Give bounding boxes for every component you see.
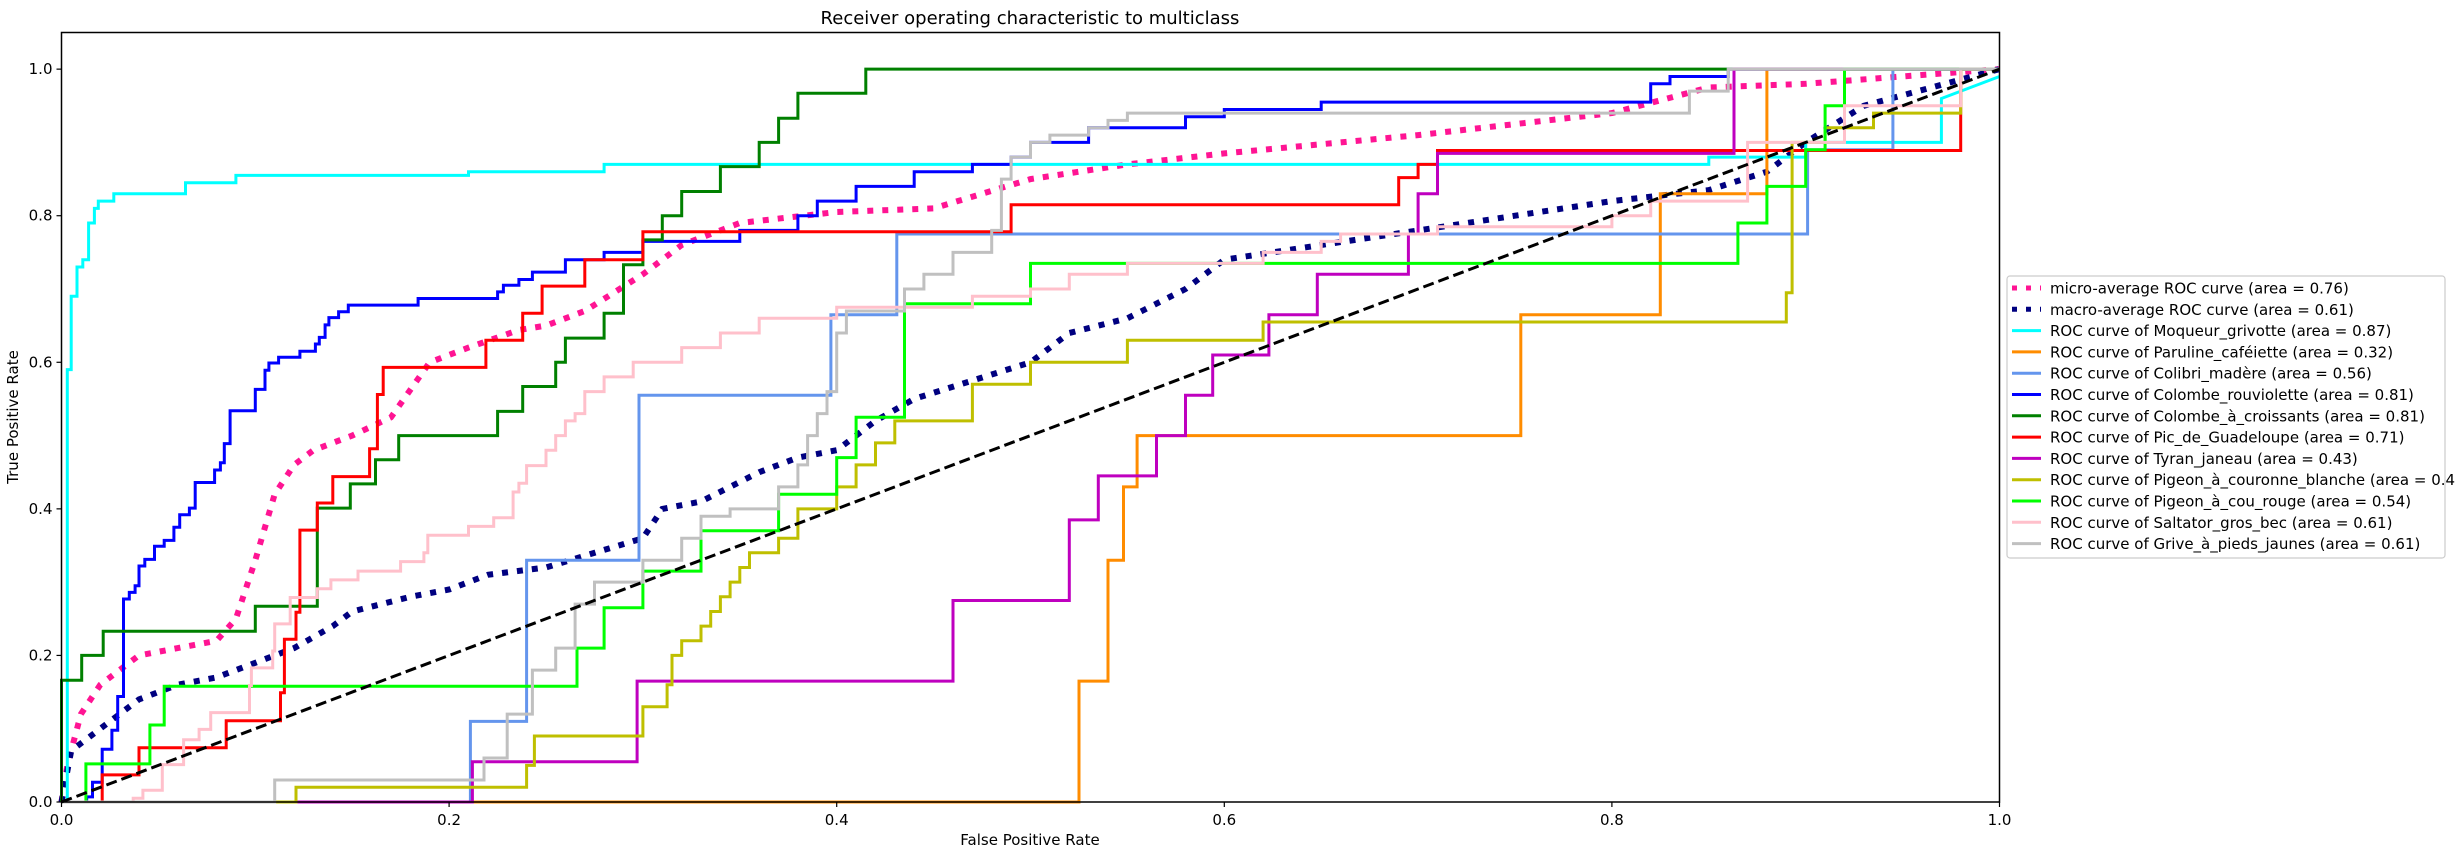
y-axis-label: True Positive Rate (4, 350, 22, 485)
roc-series-1 (58, 66, 2001, 803)
chart-title: Receiver operating characteristic to mul… (821, 8, 1240, 29)
legend-entry: micro-average ROC curve (area = 0.76) (2050, 280, 2349, 298)
legend-frame (2006, 275, 2446, 559)
roc-series-7 (61, 67, 2000, 804)
legend-entry: ROC curve of Colombe_rouviolette (area =… (2050, 386, 2414, 405)
y-tick-label: 0.8 (29, 207, 53, 225)
legend-entry: ROC curve of Colombe_à_croissants (area … (2050, 407, 2425, 426)
roc-series-9 (61, 67, 2000, 804)
roc-series-10 (61, 67, 2000, 804)
roc-series-6 (60, 67, 2000, 802)
legend-entry: ROC curve of Grive_à_pieds_jaunes (area … (2050, 535, 2420, 554)
x-tick-label: 0.0 (50, 811, 74, 829)
y-axis: 0.0 0.2 0.4 0.6 0.8 1.0 (29, 60, 62, 811)
legend-entry: ROC curve of Pic_de_Guadeloupe (area = 0… (2050, 429, 2404, 448)
roc-series-12 (61, 67, 2000, 804)
x-tick-label: 0.4 (825, 811, 849, 829)
legend-entry: ROC curve of Pigeon_à_couronne_blanche (… (2050, 471, 2455, 490)
chance-line (60, 67, 2001, 804)
plot-lines (58, 66, 2001, 804)
roc-series-11 (61, 67, 2000, 804)
y-tick-label: 1.0 (29, 60, 53, 78)
y-tick-label: 0.6 (29, 353, 53, 371)
x-axis-label: False Positive Rate (960, 831, 1099, 849)
x-tick-label: 0.6 (1212, 811, 1236, 829)
legend: micro-average ROC curve (area = 0.76) mac… (2006, 275, 2455, 559)
legend-entry: ROC curve of Colibri_madère (area = 0.56… (2050, 365, 2372, 384)
legend-entry: ROC curve of Moqueur_grivotte (area = 0.… (2050, 322, 2391, 341)
x-axis: 0.0 0.2 0.4 0.6 0.8 1.0 (50, 802, 2012, 829)
legend-entry: ROC curve of Paruline_caféiette (area = … (2050, 343, 2393, 362)
x-tick-label: 0.8 (1600, 811, 1624, 829)
x-tick-label: 1.0 (1988, 811, 2012, 829)
y-tick-label: 0.0 (29, 793, 53, 811)
y-tick-label: 0.4 (29, 500, 53, 518)
x-tick-label: 0.2 (437, 811, 461, 829)
plot-frame (60, 31, 2001, 803)
roc-series-2 (61, 75, 2001, 804)
roc-series-5 (61, 67, 2000, 804)
legend-entry: ROC curve of Tyran_janeau (area = 0.43) (2050, 450, 2358, 469)
roc-series-8 (61, 67, 2000, 804)
legend-entry: ROC curve of Pigeon_à_cou_rouge (area = … (2050, 493, 2411, 512)
legend-entry: ROC curve of Saltator_gros_bec (area = 0… (2050, 514, 2392, 533)
legend-entry: macro-average ROC curve (area = 0.61) (2050, 301, 2354, 319)
y-tick-label: 0.2 (29, 646, 53, 664)
roc-series-3 (61, 67, 2000, 804)
